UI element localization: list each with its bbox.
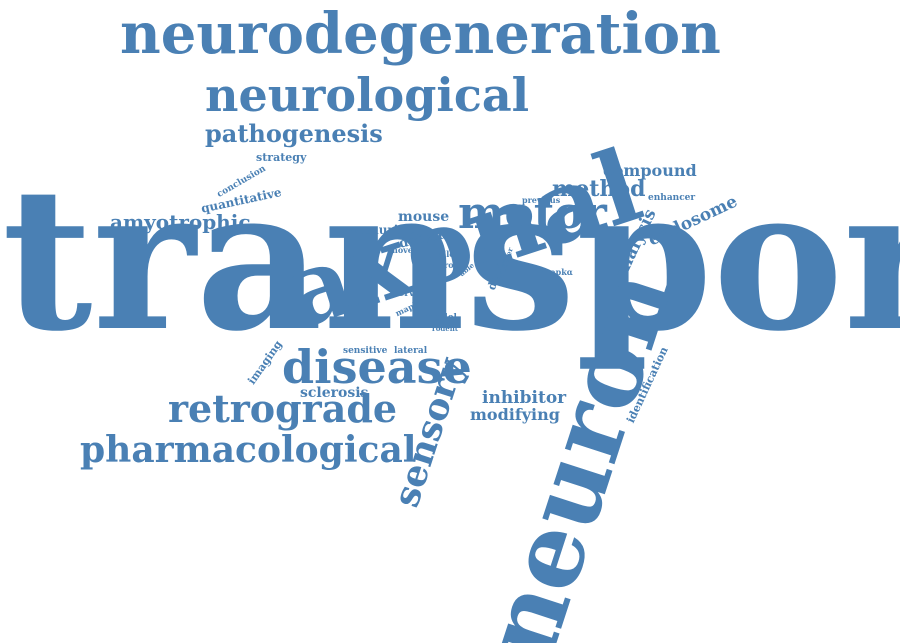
word-pharmacological: pharmacological (80, 429, 417, 471)
word-mapk-alpha: mapkα (542, 267, 573, 277)
word-model: model (426, 313, 457, 323)
word-sclerosis: sclerosis (300, 385, 369, 401)
word-modifying: modifying (470, 405, 560, 424)
word-mouse: mouse (398, 209, 450, 225)
word-strategy: strategy (256, 151, 307, 164)
word-sciatic: sciatic (344, 227, 370, 236)
word-compound: compound (603, 161, 697, 180)
word-nerve: nerve (392, 289, 420, 299)
word-enhancer: enhancer (648, 193, 696, 203)
word-inhibitor: inhibitor (482, 388, 567, 408)
word-rodent: rodent (432, 324, 459, 333)
word-transport: transport (2, 145, 900, 375)
word-sensitive: sensitive (343, 346, 388, 356)
word-retrograde: retrograde (168, 386, 398, 431)
word-neurological: neurological (205, 68, 530, 122)
word-previous: previous (522, 195, 561, 205)
word-method: method (552, 176, 646, 202)
word-lateral: lateral (394, 346, 428, 356)
word-amyotrophic: amyotrophic (110, 210, 251, 234)
word-allow: allow (438, 249, 462, 259)
word-novel: novel (392, 245, 416, 255)
word-pathogenesis: pathogenesis (205, 119, 383, 148)
word-disease: disease (282, 340, 472, 394)
word-murine: murine (366, 223, 415, 237)
word-role: role (444, 260, 462, 270)
word-neurodegeneration: neurodegeneration (120, 1, 721, 67)
word-motor: motor (458, 188, 607, 239)
